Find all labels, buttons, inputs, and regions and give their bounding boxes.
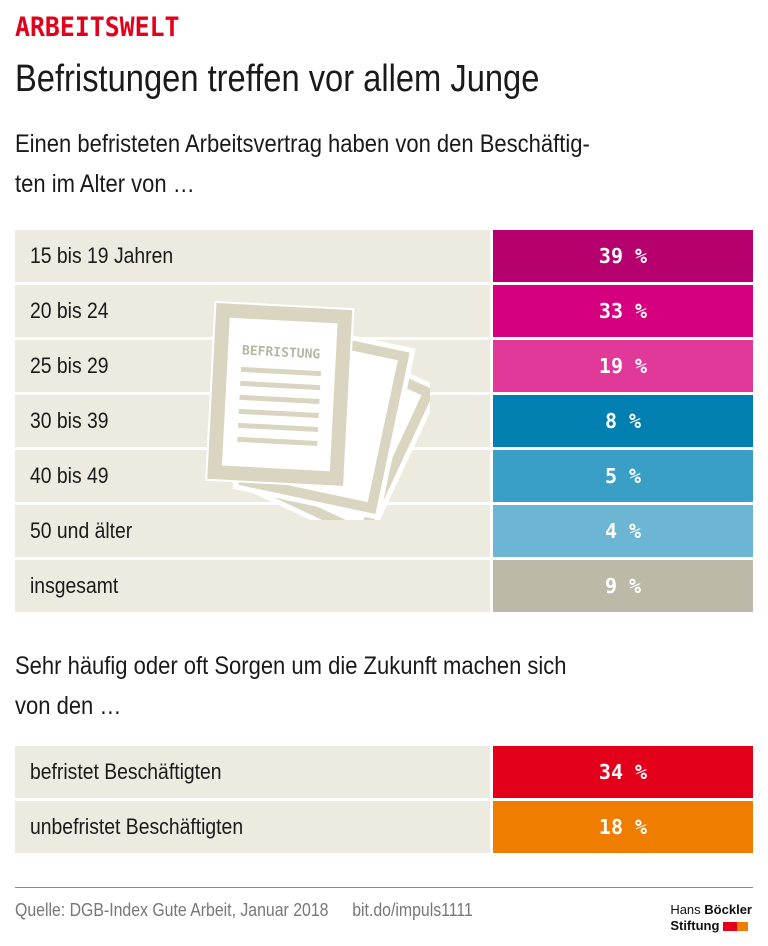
subtitle-2-line-2: von den … bbox=[15, 692, 122, 720]
row-label: 25 bis 29 bbox=[15, 340, 490, 392]
table-row: 20 bis 24 33 % bbox=[15, 285, 753, 337]
logo-text-hans: Hans bbox=[670, 902, 701, 917]
table-row: unbefristet Beschäftigten 18 % bbox=[15, 801, 753, 853]
table-row: 40 bis 49 5 % bbox=[15, 450, 753, 502]
value-cell: 5 % bbox=[493, 450, 753, 502]
row-label: 40 bis 49 bbox=[15, 450, 490, 502]
subtitle-2: Sehr häufig oder oft Sorgen um die Zukun… bbox=[15, 646, 763, 726]
subtitle-2-line-1: Sehr häufig oder oft Sorgen um die Zukun… bbox=[15, 652, 567, 680]
value-cell: 39 % bbox=[493, 230, 753, 282]
value-cell: 8 % bbox=[493, 395, 753, 447]
row-label-text: 15 bis 19 Jahren bbox=[30, 243, 174, 268]
row-label-text: unbefristet Beschäftigten bbox=[30, 814, 244, 839]
source-text: Quelle: DGB-Index Gute Arbeit, Januar 20… bbox=[15, 900, 329, 920]
subtitle-1-line-1: Einen befristeten Arbeitsvertrag haben v… bbox=[15, 130, 590, 158]
logo-text-boeckler: Böckler bbox=[704, 902, 752, 917]
footer-source: Quelle: DGB-Index Gute Arbeit, Januar 20… bbox=[15, 900, 492, 921]
age-table: 15 bis 19 Jahren 39 % 20 bis 24 33 % 25 bis … bbox=[15, 230, 753, 615]
value-cell: 4 % bbox=[493, 505, 753, 557]
row-label: insgesamt bbox=[15, 560, 490, 612]
row-label-text: 40 bis 49 bbox=[30, 463, 109, 488]
row-label: 30 bis 39 bbox=[15, 395, 490, 447]
value-cell: 9 % bbox=[493, 560, 753, 612]
table-row: 15 bis 19 Jahren 39 % bbox=[15, 230, 753, 282]
row-label: 15 bis 19 Jahren bbox=[15, 230, 490, 282]
subtitle-1-line-2: ten im Alter von … bbox=[15, 170, 195, 198]
table-row: 30 bis 39 8 % bbox=[15, 395, 753, 447]
row-label: 50 und älter bbox=[15, 505, 490, 557]
row-label-text: 50 und älter bbox=[30, 518, 133, 543]
table-row: 25 bis 29 19 % bbox=[15, 340, 753, 392]
row-label: befristet Beschäftigten bbox=[15, 746, 490, 798]
kicker: ARBEITSWELT bbox=[15, 12, 180, 43]
value-cell: 18 % bbox=[493, 801, 753, 853]
value-cell: 34 % bbox=[493, 746, 753, 798]
row-label: unbefristet Beschäftigten bbox=[15, 801, 490, 853]
source-link[interactable]: bit.do/impuls1111 bbox=[352, 900, 473, 920]
row-label-text: befristet Beschäftigten bbox=[30, 759, 222, 784]
row-label-text: 20 bis 24 bbox=[30, 298, 109, 323]
table-row: 50 und älter 4 % bbox=[15, 505, 753, 557]
logo-text-stiftung: Stiftung bbox=[670, 918, 720, 933]
row-label: 20 bis 24 bbox=[15, 285, 490, 337]
value-cell: 33 % bbox=[493, 285, 753, 337]
value-cell: 19 % bbox=[493, 340, 753, 392]
headline: Befristungen treffen vor allem Junge bbox=[15, 58, 540, 100]
row-label-text: 25 bis 29 bbox=[30, 353, 109, 378]
worry-table: befristet Beschäftigten 34 % unbefristet B… bbox=[15, 746, 753, 856]
hans-boeckler-logo: Hans Böckler Stiftung bbox=[670, 902, 752, 934]
table-row: befristet Beschäftigten 34 % bbox=[15, 746, 753, 798]
row-label-text: 30 bis 39 bbox=[30, 408, 109, 433]
subtitle-1: Einen befristeten Arbeitsvertrag haben v… bbox=[15, 124, 763, 204]
footer-divider bbox=[15, 887, 753, 888]
table-row: insgesamt 9 % bbox=[15, 560, 753, 612]
row-label-text: insgesamt bbox=[30, 573, 119, 598]
